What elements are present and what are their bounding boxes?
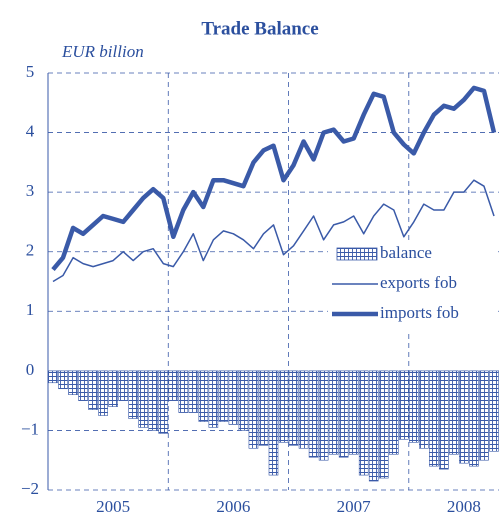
bar <box>459 370 469 464</box>
chart-title: Trade Balance <box>201 18 318 39</box>
bar <box>318 370 329 461</box>
bar <box>98 370 108 416</box>
y-tick-label: −2 <box>21 479 39 498</box>
bar <box>218 370 229 422</box>
y-tick-label: 3 <box>26 181 35 200</box>
y-axis-label: EUR billion <box>61 42 144 61</box>
bar <box>198 370 209 422</box>
y-tick-label: 0 <box>26 360 35 379</box>
legend-swatch <box>336 247 378 261</box>
legend-label: balance <box>380 243 432 262</box>
bar <box>248 370 259 449</box>
bar <box>158 370 169 434</box>
bar <box>278 370 289 443</box>
line <box>51 85 497 272</box>
x-tick-label: 2007 <box>337 497 372 516</box>
bar <box>429 370 439 467</box>
bar <box>358 370 369 476</box>
bar <box>469 370 479 467</box>
bar <box>368 370 379 482</box>
bar <box>449 370 459 455</box>
bar <box>298 370 309 449</box>
bar <box>409 370 419 443</box>
x-tick-label: 2005 <box>96 497 130 516</box>
bar <box>228 370 239 425</box>
bar <box>388 370 399 455</box>
bar <box>338 370 349 458</box>
bar <box>188 370 199 413</box>
bar <box>208 370 219 428</box>
bar <box>489 370 499 452</box>
y-tick-label: 5 <box>26 62 35 81</box>
bar <box>238 370 249 431</box>
legend-label: imports fob <box>380 303 459 322</box>
bar <box>108 370 118 407</box>
bar <box>378 370 389 479</box>
bar <box>328 370 339 455</box>
bar <box>118 370 128 401</box>
bar <box>419 370 429 449</box>
y-tick-label: 2 <box>26 241 35 260</box>
bar <box>479 370 489 461</box>
bar <box>78 370 88 401</box>
bar <box>138 370 149 428</box>
bar <box>398 370 409 440</box>
x-tick-label: 2006 <box>216 497 250 516</box>
line <box>52 179 495 283</box>
x-tick-label: 2008 <box>447 497 481 516</box>
bar <box>128 370 138 419</box>
bar <box>268 370 279 476</box>
bar <box>68 370 78 395</box>
bar <box>348 370 359 455</box>
bar <box>258 370 269 446</box>
bar <box>58 370 68 390</box>
bar <box>48 370 58 384</box>
legend-label: exports fob <box>380 273 457 292</box>
bar <box>439 370 449 470</box>
bar <box>178 370 189 413</box>
y-tick-label: −1 <box>21 419 39 438</box>
bar <box>88 370 98 410</box>
bar <box>148 370 159 431</box>
bar <box>308 370 319 458</box>
y-tick-label: 1 <box>26 300 35 319</box>
bar <box>168 370 179 401</box>
bar <box>288 370 299 446</box>
y-tick-label: 4 <box>26 121 35 140</box>
